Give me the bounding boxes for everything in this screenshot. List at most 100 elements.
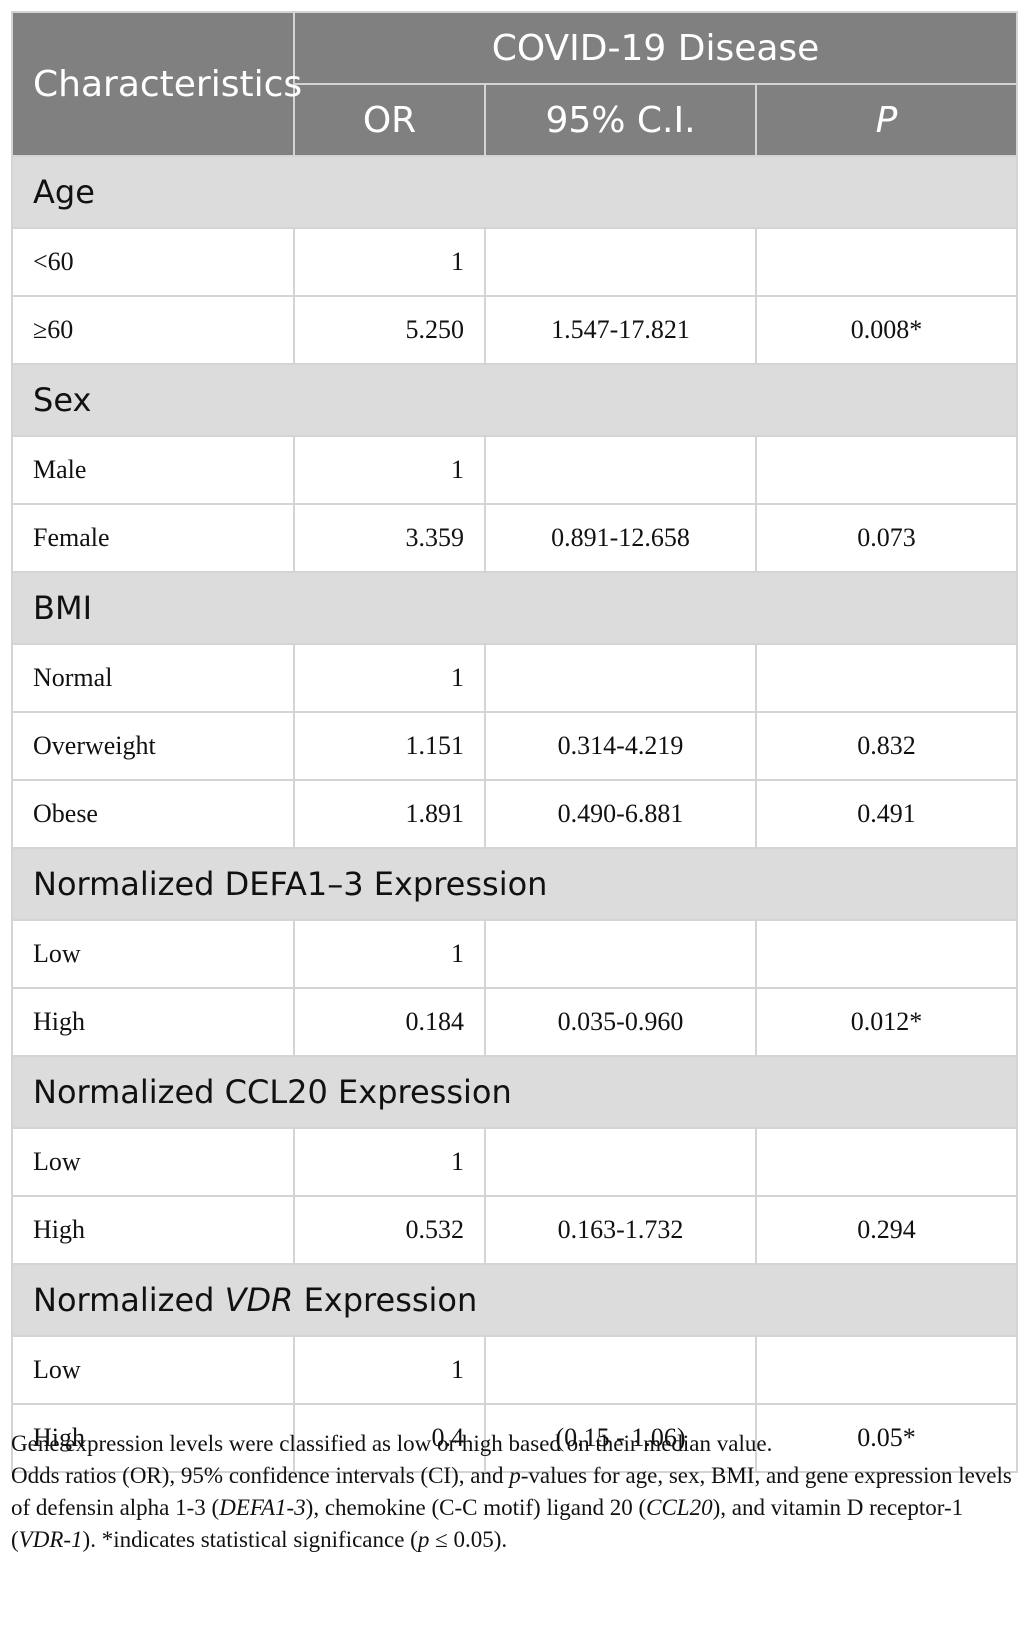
odds-ratio-cell: 0.184 [293,987,486,1057]
confidence-interval-cell: 0.035-0.960 [484,987,757,1057]
row-label: ≥60 [11,295,295,365]
footnote-part: p [509,1463,521,1488]
group-title-part: VDR [224,1281,294,1319]
group-title: Normalized VDR Expression [10,1263,1019,1337]
footnote-line-2: Odds ratios (OR), 95% confidence interva… [11,1460,1016,1556]
odds-ratio-cell: 1 [293,643,486,713]
group-row: Normalized DEFA1–3 Expression [10,847,1019,921]
p-value-cell: 0.832 [754,711,1019,781]
table-row: Normal 1 [11,643,1019,713]
row-label: Female [11,503,295,573]
p-value-cell [754,1335,1019,1405]
group-title-part: Expression [293,1281,478,1319]
row-label: Normal [11,643,295,713]
group-title: Age [10,155,1019,229]
odds-ratio-cell: 1 [293,1335,486,1405]
row-label: High [11,1195,295,1265]
group-title-part: Normalized [33,1281,225,1319]
p-value-cell [754,227,1019,297]
row-label: <60 [11,227,295,297]
p-value-cell: 0.008* [754,295,1019,365]
footnote-part: -values for age, sex, BMI, and gene expr… [11,1463,1012,1520]
confidence-interval-cell: 1.547-17.821 [484,295,757,365]
confidence-interval-cell [484,227,757,297]
footnote-part: ), and vitamin D receptor-1 ( [11,1495,964,1552]
group-row: BMI [10,571,1019,645]
odds-ratio-cell: 1.151 [293,711,486,781]
odds-ratio-cell: 5.250 [293,295,486,365]
confidence-interval-cell: 0.163-1.732 [484,1195,757,1265]
group-title-part: BMI [33,589,92,627]
footnote-part: Odds ratios (OR), 95% confidence interva… [11,1463,510,1488]
header-ci: 95% C.I. [484,83,757,157]
table-row: Male 1 [11,435,1019,505]
table-row: Low 1 [11,1335,1019,1405]
footnote-part: ), chemokine (C-C motif) ligand 20 ( [305,1495,647,1520]
confidence-interval-cell [484,1335,757,1405]
footnote-part: DEFA1-3 [219,1495,306,1520]
p-value-cell [754,435,1019,505]
footnote-line-1: Gene expression levels were classified a… [11,1431,773,1456]
table-row: High 0.184 0.035-0.960 0.012* [11,987,1019,1057]
footnote-part: ≤ 0.05). [429,1527,508,1552]
p-value-cell: 0.294 [754,1195,1019,1265]
group-title: Sex [10,363,1019,437]
table-row: Low 1 [11,919,1019,989]
group-title: Normalized CCL20 Expression [10,1055,1019,1129]
footnote: Gene expression levels were classified a… [11,1428,1016,1556]
p-value-cell: 0.012* [754,987,1019,1057]
group-row: Sex [10,363,1019,437]
confidence-interval-cell [484,643,757,713]
p-value-cell: 0.05* [754,1403,1019,1473]
group-title-part: Normalized CCL20 Expression [33,1073,512,1111]
header-covid-group: COVID-19 Disease [292,11,1019,85]
footnote-part: CCL20 [646,1495,713,1520]
table-row: High 0.532 0.163-1.732 0.294 [11,1195,1019,1265]
p-value-cell: 0.491 [754,779,1019,849]
table-row: Obese 1.891 0.490-6.881 0.491 [11,779,1019,849]
odds-ratio-cell: 3.359 [293,503,486,573]
row-label: Obese [11,779,295,849]
confidence-interval-cell: 0.314-4.219 [484,711,757,781]
row-label: High [11,987,295,1057]
table-body: Age <60 1 ≥60 5.250 1.547-17.821 0.008* Sex Male… [10,155,1019,1473]
footnote-part: p [417,1527,430,1552]
group-row: Normalized VDR Expression [10,1263,1019,1337]
group-row: Normalized CCL20 Expression [10,1055,1019,1129]
p-value-cell [754,919,1019,989]
odds-ratio-cell: 1 [293,227,486,297]
table-row: <60 1 [11,227,1019,297]
header-characteristics: Characteristics [11,11,302,157]
table-row: Low 1 [11,1127,1019,1197]
confidence-interval-cell: 0.891-12.658 [484,503,757,573]
confidence-interval-cell: (0.15 - 1.06) [484,1403,757,1473]
table-row: Overweight 1.151 0.314-4.219 0.832 [11,711,1019,781]
table-row: Female 3.359 0.891-12.658 0.073 [11,503,1019,573]
row-label: Low [11,1335,295,1405]
group-title: BMI [10,571,1019,645]
results-table: Characteristics COVID-19 Disease OR 95% … [10,11,1019,1473]
p-value-cell [754,643,1019,713]
group-title-part: Sex [33,381,92,419]
odds-ratio-cell: 1.891 [293,779,486,849]
p-value-cell: 0.073 [754,503,1019,573]
group-title-part: Age [33,173,95,211]
header-p: P [754,83,1019,157]
table-row: High 0.4 (0.15 - 1.06) 0.05* [11,1403,1019,1473]
group-row: Age [10,155,1019,229]
row-label: Low [11,1127,295,1197]
odds-ratio-cell: 1 [293,919,486,989]
p-value-cell [754,1127,1019,1197]
row-label: Low [11,919,295,989]
table-row: ≥60 5.250 1.547-17.821 0.008* [11,295,1019,365]
group-title-part: Normalized DEFA1–3 Expression [33,865,548,903]
odds-ratio-cell: 1 [293,435,486,505]
confidence-interval-cell [484,1127,757,1197]
row-label: High [11,1403,295,1473]
footnote-part: ). *indicates statistical significance ( [82,1527,418,1552]
odds-ratio-cell: 0.532 [293,1195,486,1265]
footnote-part: VDR-1 [18,1527,83,1552]
odds-ratio-cell: 0.4 [293,1403,486,1473]
odds-ratio-cell: 1 [293,1127,486,1197]
header-or: OR [293,83,486,157]
